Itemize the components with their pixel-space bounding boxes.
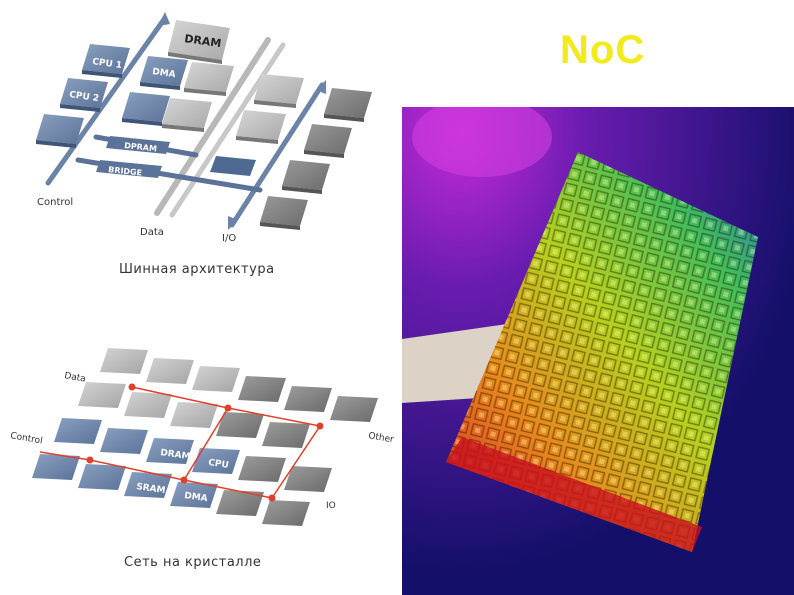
bus-block-dark-1	[324, 88, 372, 122]
bus-block-gray-3	[254, 74, 304, 108]
bus-block-dark-2	[304, 124, 352, 158]
noc-router-node	[86, 456, 94, 464]
noc-router-node	[180, 476, 188, 484]
control-bus-label: Control	[37, 197, 73, 208]
control-bus-line	[45, 15, 168, 186]
noc-block-label-sram: SRAM	[136, 482, 166, 496]
noc-router-nodes	[86, 383, 324, 502]
bus-block-dark-3	[282, 160, 330, 194]
bus-architecture-diagram: CPU 1 CPU 2 DRAM DMA	[36, 12, 372, 244]
noc-block-label-dram: DRAM	[160, 448, 191, 462]
bus-block-dpram: DPRAM	[106, 136, 170, 154]
noc-edge-label-io: IO	[326, 501, 336, 511]
noc-edge-label-control: Control	[9, 431, 43, 446]
noc-route-bottom	[183, 479, 273, 499]
noc-block-label-dma: DMA	[184, 491, 209, 504]
noc-edge-label-data: Data	[63, 371, 86, 385]
bus-block-gray-4	[236, 110, 286, 144]
bus-block-bridge-target	[210, 156, 256, 176]
io-bus-label: I/O	[222, 233, 236, 244]
noc-route-control	[39, 451, 91, 461]
bus-block-left-3	[36, 114, 84, 148]
noc-route-top	[131, 386, 322, 499]
bus-block-gray-2	[162, 98, 212, 132]
noc-block-label-cpu: CPU	[208, 458, 230, 471]
bus-block-label-bridge: BRIDGE	[108, 165, 143, 177]
bus-block-label-cpu2: CPU 2	[69, 90, 100, 104]
bus-block-cpu2: CPU 2	[60, 78, 108, 112]
bus-block-label-cpu1: CPU 1	[92, 57, 123, 71]
bus-block-label-dma: DMA	[152, 67, 177, 80]
data-bus-line-2	[169, 42, 286, 218]
bus-block-bridge: BRIDGE	[96, 160, 162, 178]
io-bus-arrow-down	[228, 216, 238, 230]
noc-router-node	[268, 494, 276, 502]
noc-router-node	[128, 383, 136, 391]
noc-diagram: DRAM CPU SRAM DMA Data Control Other IO	[9, 348, 395, 526]
noc-row-1	[100, 348, 378, 422]
data-bus-label: Data	[140, 227, 164, 238]
bus-block-center-2	[122, 92, 170, 126]
noc-router-node	[224, 404, 232, 412]
data-bus-line	[154, 37, 271, 216]
io-bus-line	[229, 82, 325, 228]
bus-block-cpu1: CPU 1	[82, 44, 130, 78]
bus-diagram-caption: Шинная архитектура	[119, 262, 275, 277]
chip-die-photo	[402, 107, 794, 595]
noc-row-3	[54, 418, 332, 492]
noc-diagram-caption: Сеть на кристалле	[124, 555, 262, 570]
bus-block-label-dpram: DPRAM	[124, 141, 158, 153]
noc-row-4	[32, 454, 310, 526]
bus-block-dram: DRAM	[168, 20, 230, 64]
bus-block-dark-4	[260, 196, 308, 230]
noc-row-2	[78, 382, 310, 448]
bus-block-label-dram: DRAM	[184, 32, 223, 50]
bus-block-dma: DMA	[140, 56, 188, 90]
io-bus-arrow-up	[316, 80, 326, 94]
noc-edge-label-other: Other	[367, 431, 394, 445]
control-bus-arrow	[158, 12, 170, 26]
bus-block-gray-1	[184, 62, 234, 96]
slide-title: NoC	[560, 28, 646, 72]
noc-router-node	[316, 422, 324, 430]
